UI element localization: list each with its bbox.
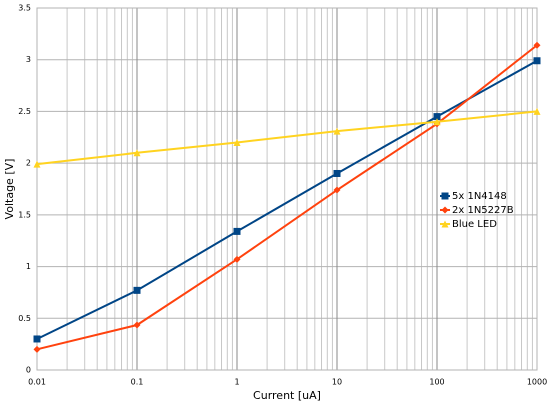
x-tick-label: 10 <box>332 378 342 387</box>
x-tick-label: 0.1 <box>131 378 144 387</box>
y-tick-label: 3 <box>26 55 31 64</box>
marker <box>133 149 141 157</box>
y-tick-label: 3.5 <box>18 4 31 13</box>
marker <box>133 321 141 329</box>
x-tick-label: 0.01 <box>28 378 46 387</box>
y-tick-label: 1 <box>26 262 31 271</box>
y-tick-label: 2.5 <box>18 107 31 116</box>
legend-marker <box>441 206 449 214</box>
marker <box>333 169 341 177</box>
series-line <box>36 110 538 166</box>
y-tick-label: 0.5 <box>18 314 31 323</box>
series-line <box>36 59 538 340</box>
legend-label: 2x 1N5227B <box>452 205 514 216</box>
marker <box>133 286 141 294</box>
y-tick-label: 0 <box>26 366 31 375</box>
marker <box>533 41 541 49</box>
marker <box>533 57 541 65</box>
x-axis-title: Current [uA] <box>253 389 321 402</box>
y-tick-label: 2 <box>26 159 31 168</box>
y-axis-title: Voltage [V] <box>3 159 16 220</box>
legend-label: Blue LED <box>452 219 497 230</box>
marker <box>333 186 341 194</box>
marker <box>533 107 541 115</box>
legend-label: 5x 1N4148 <box>452 191 507 202</box>
marker <box>33 160 41 168</box>
x-tick-label: 100 <box>429 378 444 387</box>
plot-frame <box>36 7 538 371</box>
series-line <box>36 44 538 351</box>
y-tick-label: 1.5 <box>18 210 31 219</box>
legend-marker <box>441 192 449 200</box>
marker <box>233 138 241 146</box>
marker <box>233 255 241 263</box>
marker <box>233 227 241 235</box>
marker <box>433 113 441 121</box>
x-tick-label: 1 <box>234 378 239 387</box>
legend-marker <box>441 220 449 228</box>
marker <box>433 118 441 126</box>
marker <box>33 335 41 343</box>
marker <box>333 127 341 135</box>
x-tick-label: 1000 <box>527 378 547 387</box>
marker <box>33 345 41 353</box>
